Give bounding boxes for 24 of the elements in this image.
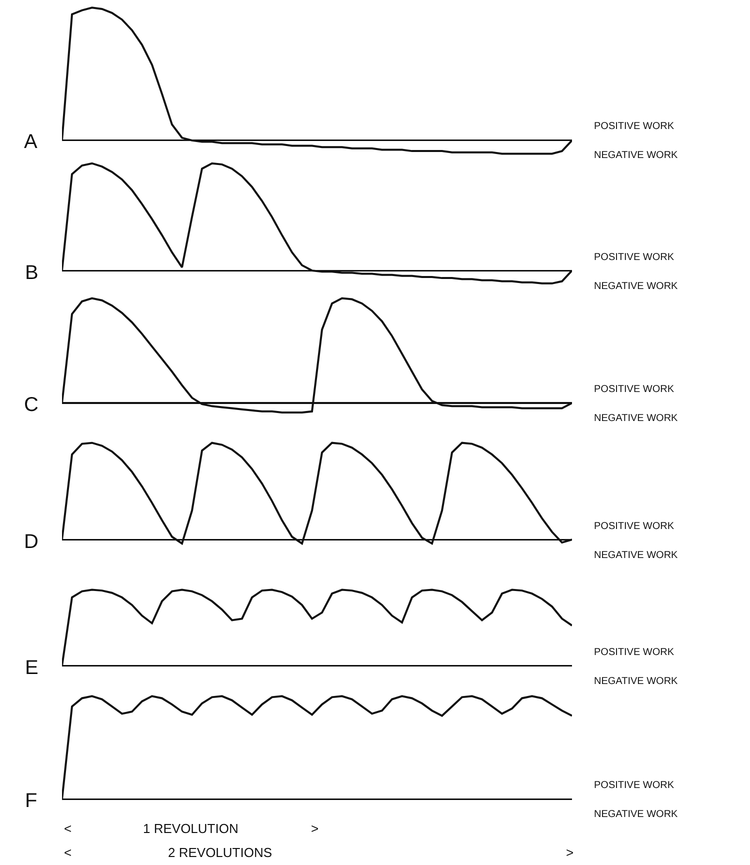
text: POSITIVE WORK [594,780,674,791]
text: B [25,262,38,284]
text: NEGATIVE WORK [594,280,678,292]
text: 2 REVOLUTIONS [168,844,272,860]
text: A [24,131,38,154]
text: NEGATIVE WORK [594,550,678,562]
text: E [25,657,38,680]
text: C [24,394,38,416]
text: NEGATIVE WORK [594,412,678,424]
text: F [25,790,38,812]
text: POSITIVE WORK [594,121,674,132]
text: NEGATIVE WORK [594,676,678,688]
text: NEGATIVE WORK [594,150,678,162]
text: D [24,531,38,554]
text: POSITIVE WORK [594,384,674,395]
text: > [566,844,574,860]
text: < [64,844,72,860]
text: < [64,820,72,836]
text: 1 REVOLUTION [143,820,238,836]
text: POSITIVE WORK [594,521,674,532]
text: NEGATIVE WORK [594,808,678,820]
text: POSITIVE WORK [594,252,674,263]
text: POSITIVE WORK [594,647,674,658]
text: > [311,820,319,836]
